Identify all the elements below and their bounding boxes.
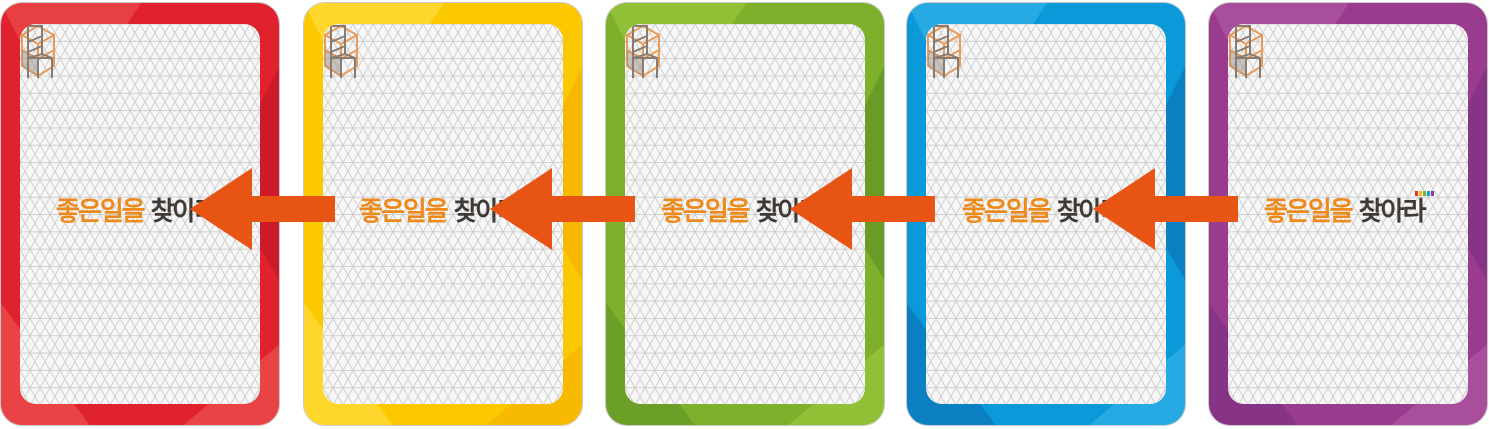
chair-icon [323,24,359,80]
logo-title-orange: 좋은일을 [359,197,454,227]
logo-title-orange: 좋은일을 [661,197,756,227]
chair-icon [20,24,56,80]
logo-title-orange: 좋은일을 [56,197,151,227]
brand-bar [1427,191,1430,196]
left-arrow-icon [1093,168,1238,250]
left-arrow-icon [190,168,335,250]
brand-bar [1423,191,1426,196]
chair-icon [926,24,962,80]
logo-title-orange: 좋은일을 [1264,197,1359,227]
brand-bar [1431,191,1434,196]
brand-bar [1419,191,1422,196]
left-arrow-icon [490,168,635,250]
chair-icon [625,24,661,80]
card-purple: 좋은일을 찾아라 [1208,2,1488,426]
left-arrow-icon [790,168,935,250]
brand-color-bars [1415,191,1435,196]
logo-title-orange: 좋은일을 [962,197,1057,227]
brand-bar [1415,191,1418,196]
card-face: 좋은일을 찾아라 [1228,24,1468,404]
logo-title-dark: 찾아라 [1359,197,1425,227]
chair-icon [1228,24,1264,80]
